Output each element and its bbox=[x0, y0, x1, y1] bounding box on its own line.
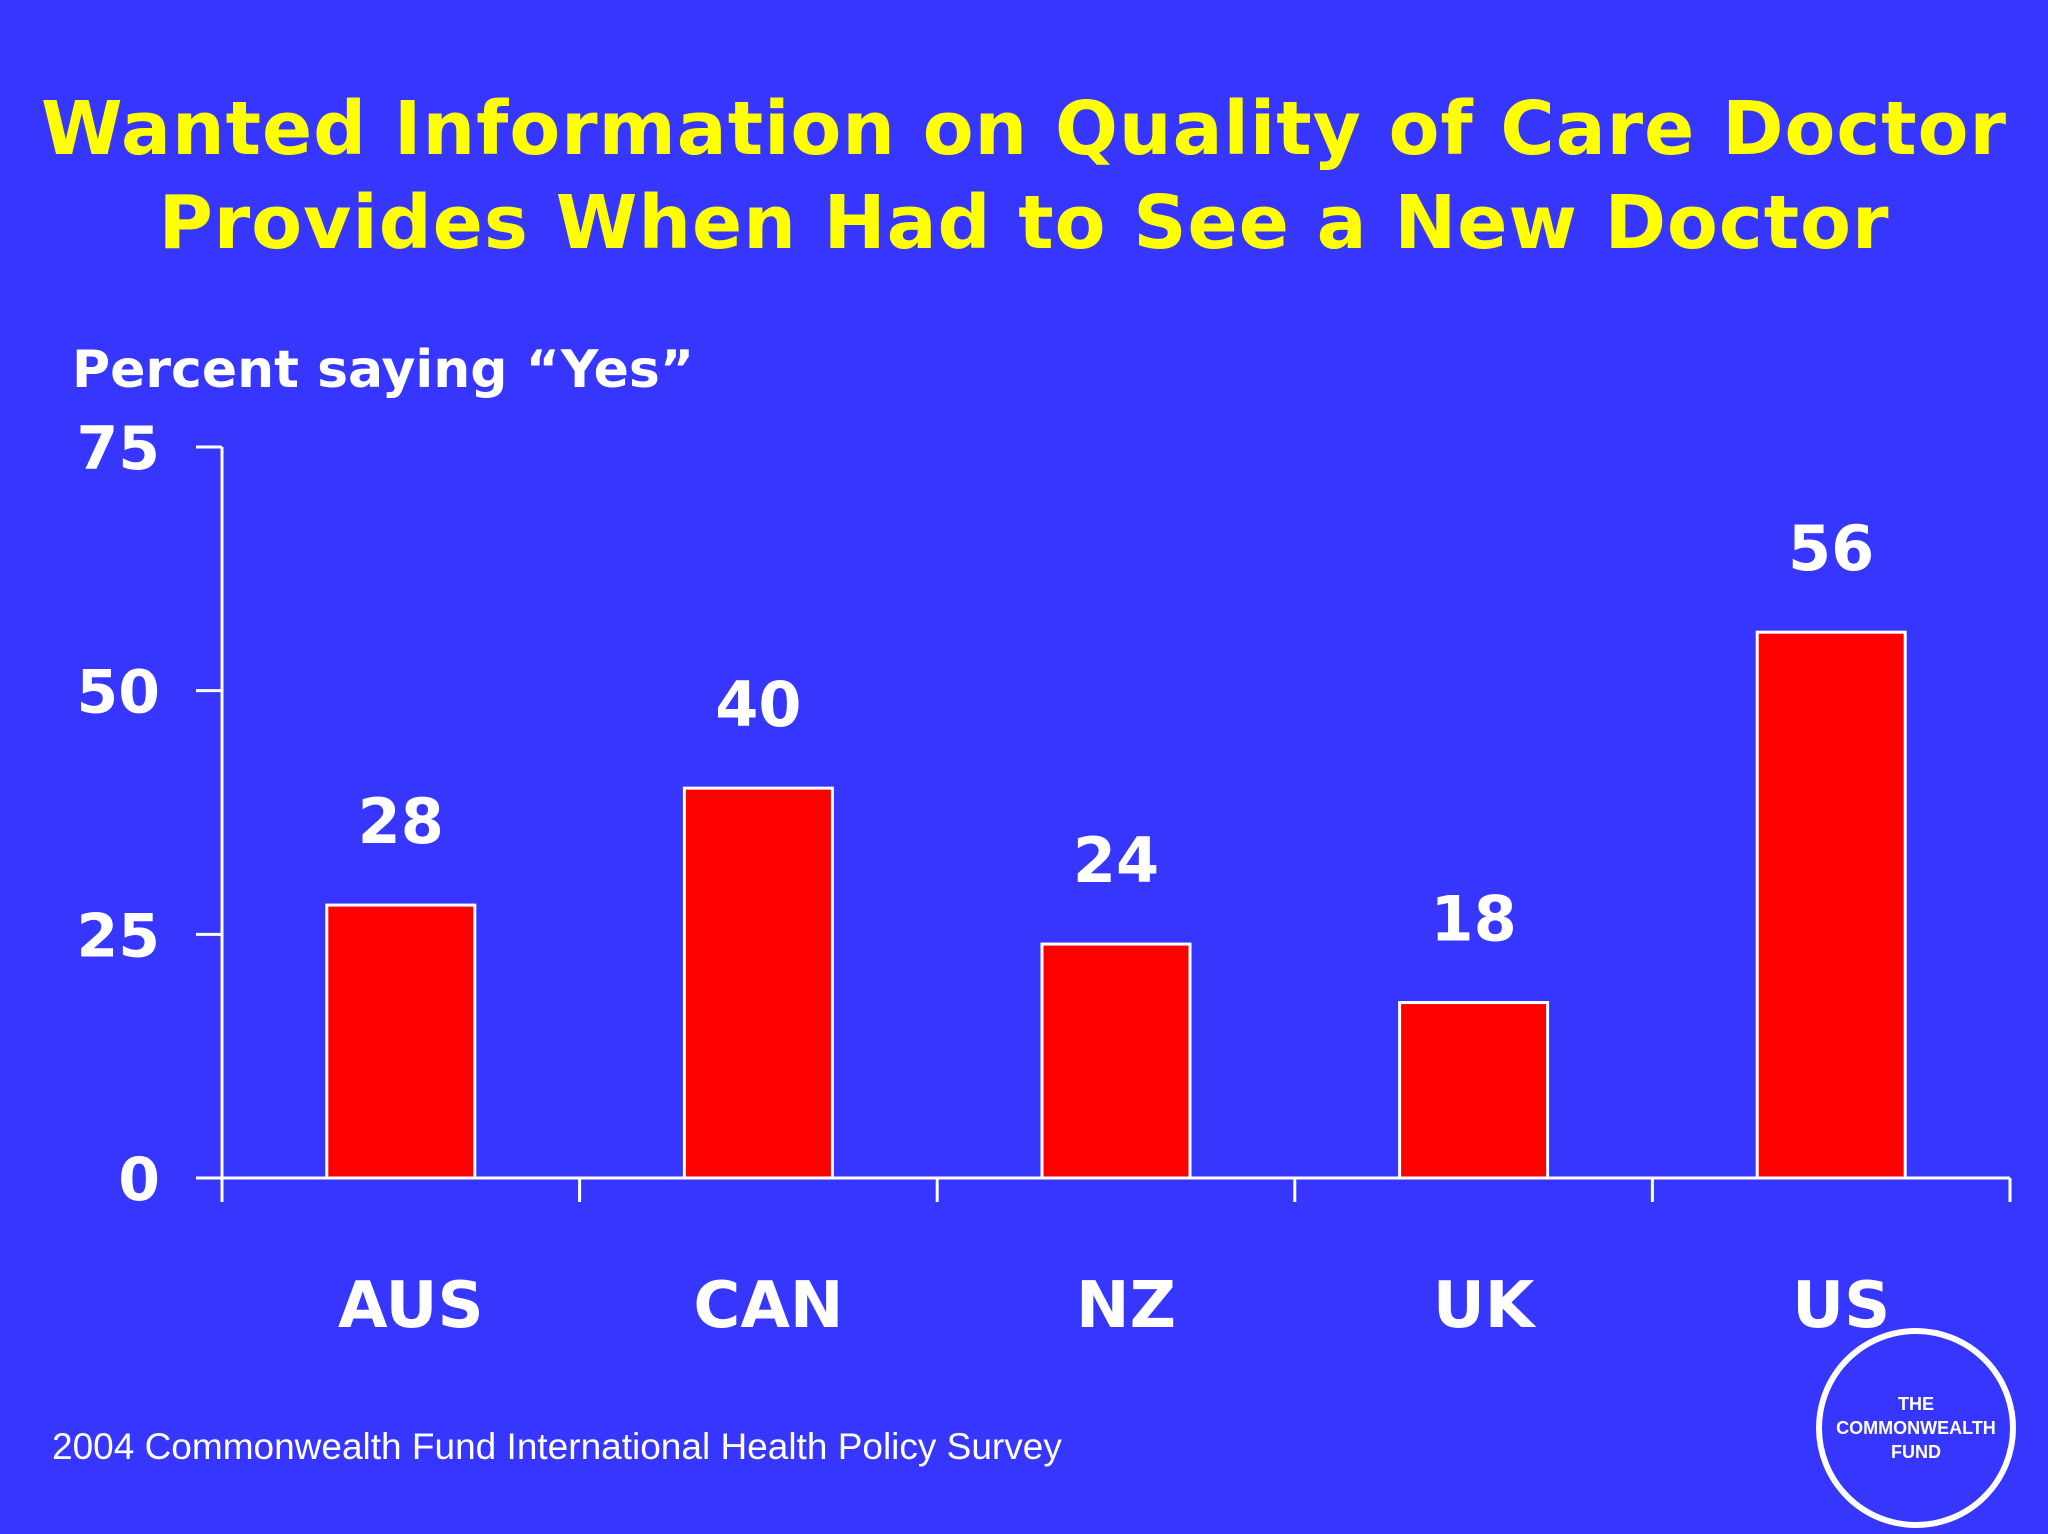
category-label: UK bbox=[1433, 1269, 1537, 1343]
title-line-2: Provides When Had to See a New Doctor bbox=[158, 180, 1890, 266]
logo-line-1: THE bbox=[1897, 1394, 1934, 1414]
chart-title: Wanted Information on Quality of Care Do… bbox=[0, 82, 2048, 270]
category-label: US bbox=[1792, 1269, 1890, 1343]
y-tick-label: 50 bbox=[77, 658, 161, 728]
category-label: AUS bbox=[338, 1269, 484, 1343]
data-label: 40 bbox=[715, 668, 801, 741]
logo-line-3: FUND bbox=[1890, 1442, 1941, 1462]
chart-bars bbox=[325, 630, 1907, 1180]
bar bbox=[682, 786, 834, 1180]
y-tick-label: 25 bbox=[77, 901, 161, 971]
bar bbox=[1755, 630, 1907, 1180]
y-tick-label: 0 bbox=[118, 1145, 160, 1215]
data-label: 56 bbox=[1788, 512, 1874, 585]
category-label: NZ bbox=[1076, 1269, 1176, 1343]
data-label: 28 bbox=[358, 785, 444, 858]
commonwealth-fund-logo: THE COMMONWEALTH FUND bbox=[1816, 1328, 2016, 1528]
title-line-1: Wanted Information on Quality of Care Do… bbox=[41, 86, 2007, 172]
logo-line-2: COMMONWEALTH bbox=[1836, 1418, 1996, 1438]
data-label: 18 bbox=[1430, 883, 1516, 956]
source-note: 2004 Commonwealth Fund International Hea… bbox=[52, 1426, 1062, 1467]
data-label: 24 bbox=[1073, 824, 1159, 897]
category-label: CAN bbox=[693, 1269, 843, 1343]
bar bbox=[325, 903, 477, 1180]
chart-labels: 28 AUS 40 CAN 24 NZ 18 UK 56 US bbox=[338, 512, 1890, 1343]
y-axis-label: Percent saying “Yes” bbox=[72, 340, 695, 400]
chart-axes: 0 25 50 75 bbox=[77, 414, 2012, 1215]
bar bbox=[1398, 1001, 1550, 1180]
bar bbox=[1040, 942, 1192, 1180]
y-tick-label: 75 bbox=[77, 414, 161, 484]
